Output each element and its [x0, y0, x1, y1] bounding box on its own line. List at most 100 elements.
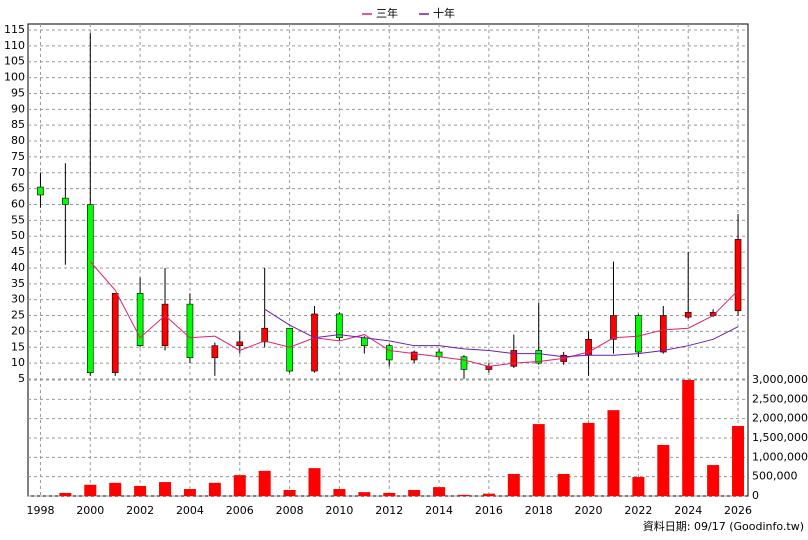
candle-body: [410, 351, 418, 361]
candle-body: [635, 315, 642, 353]
y-tick-label: 60: [11, 198, 25, 211]
y-tick-label: 55: [11, 213, 25, 226]
y-tick-label: 20: [11, 324, 25, 337]
y-tick-label: 15: [11, 340, 25, 353]
y-tick-label: 45: [11, 245, 25, 258]
x-tick-label: 2006: [226, 504, 254, 517]
y2-tick-label: 0: [752, 489, 759, 502]
y-tick-label: 80: [11, 134, 25, 147]
candle-body: [659, 315, 667, 353]
x-tick-label: 2012: [375, 504, 403, 517]
candle-body: [111, 293, 119, 373]
moving-average-line: [264, 308, 739, 358]
volume-bar: [84, 484, 97, 496]
y-tick-label: 115: [4, 23, 25, 36]
y-tick-label: 90: [11, 102, 25, 115]
y-tick-label: 40: [11, 261, 25, 274]
x-tick-label: 1998: [26, 504, 54, 517]
candle-body: [86, 204, 94, 373]
candle-body: [510, 350, 518, 367]
y-tick-label: 95: [11, 86, 25, 99]
volume-bar: [283, 490, 296, 496]
moving-average-line: [89, 261, 739, 367]
volume-bar: [408, 490, 421, 496]
x-tick-label: 2000: [76, 504, 104, 517]
candle-body: [261, 327, 268, 343]
x-tick-label: 2020: [575, 504, 603, 517]
volume-bar: [457, 494, 470, 496]
y2-tick-label: 1,000,000: [752, 450, 808, 463]
candle-body: [336, 313, 343, 339]
y2-tick-label: 1,500,000: [752, 431, 808, 444]
candle-body: [286, 327, 293, 372]
candle-body: [311, 313, 318, 372]
x-tick-label: 2022: [624, 504, 652, 517]
y-tick-label: 65: [11, 182, 25, 195]
candle-body: [361, 337, 368, 346]
volume-bar: [557, 473, 570, 496]
plot-frame: [27, 23, 749, 497]
candle-body: [535, 350, 543, 364]
volume-bar: [707, 465, 720, 496]
legend-label: 三年: [376, 6, 398, 20]
candle-body: [385, 345, 393, 361]
x-tick-label: 2024: [674, 504, 702, 517]
candle-body: [236, 341, 244, 346]
y-tick-label: 50: [11, 229, 25, 242]
candle-body: [62, 197, 69, 205]
x-tick-label: 2026: [724, 504, 752, 517]
x-tick-label: 2010: [325, 504, 353, 517]
y-tick-label: 100: [4, 71, 25, 84]
y2-tick-label: 2,500,000: [752, 392, 808, 405]
y-tick-label: 5: [18, 372, 25, 385]
y2-tick-label: 3,000,000: [752, 373, 808, 386]
candle-body: [734, 239, 742, 312]
volume-bar: [233, 475, 246, 496]
candle-body: [37, 186, 44, 196]
y-tick-label: 85: [11, 118, 25, 131]
volume-bar: [582, 422, 595, 496]
x-tick-label: 2018: [525, 504, 553, 517]
y-tick-label: 10: [11, 356, 25, 369]
y2-tick-label: 500,000: [752, 470, 798, 483]
footnote: 資料日期: 09/17 (Goodinfo.tw): [643, 519, 804, 533]
candle-body: [460, 356, 468, 370]
candle-body: [136, 293, 144, 346]
volume-bar: [308, 468, 321, 496]
volume-bar: [433, 487, 446, 496]
y2-tick-label: 2,000,000: [752, 412, 808, 425]
volume-bar: [208, 482, 221, 496]
volume-bar: [358, 492, 371, 496]
volume-bar: [383, 492, 396, 496]
x-tick-label: 2008: [276, 504, 304, 517]
volume-bar: [657, 444, 670, 496]
x-tick-label: 2014: [425, 504, 453, 517]
y-tick-label: 105: [4, 55, 25, 68]
volume-bar: [333, 489, 346, 496]
x-tick-label: 2002: [126, 504, 154, 517]
volume-bar: [183, 489, 196, 496]
volume-bar: [682, 380, 695, 496]
y-tick-label: 70: [11, 166, 25, 179]
y-tick-label: 110: [4, 39, 25, 52]
candle-body: [186, 303, 194, 359]
volume-bar: [507, 473, 520, 496]
volume-bar: [732, 426, 745, 496]
candle-body: [211, 345, 219, 359]
candle-body: [610, 315, 617, 340]
volume-bar: [607, 410, 620, 496]
legend-label: 十年: [433, 6, 455, 20]
volume-bar: [532, 424, 545, 496]
volume-bar: [159, 482, 172, 496]
volume-bar: [258, 470, 271, 496]
y-tick-label: 30: [11, 293, 25, 306]
x-tick-label: 2016: [475, 504, 503, 517]
y-tick-label: 75: [11, 150, 25, 163]
volume-bar: [134, 485, 147, 496]
volume-bar: [632, 477, 645, 496]
candle-body: [684, 312, 692, 318]
volume-bar: [109, 482, 122, 496]
volume-bar: [482, 493, 495, 496]
volume-bar: [59, 492, 72, 496]
